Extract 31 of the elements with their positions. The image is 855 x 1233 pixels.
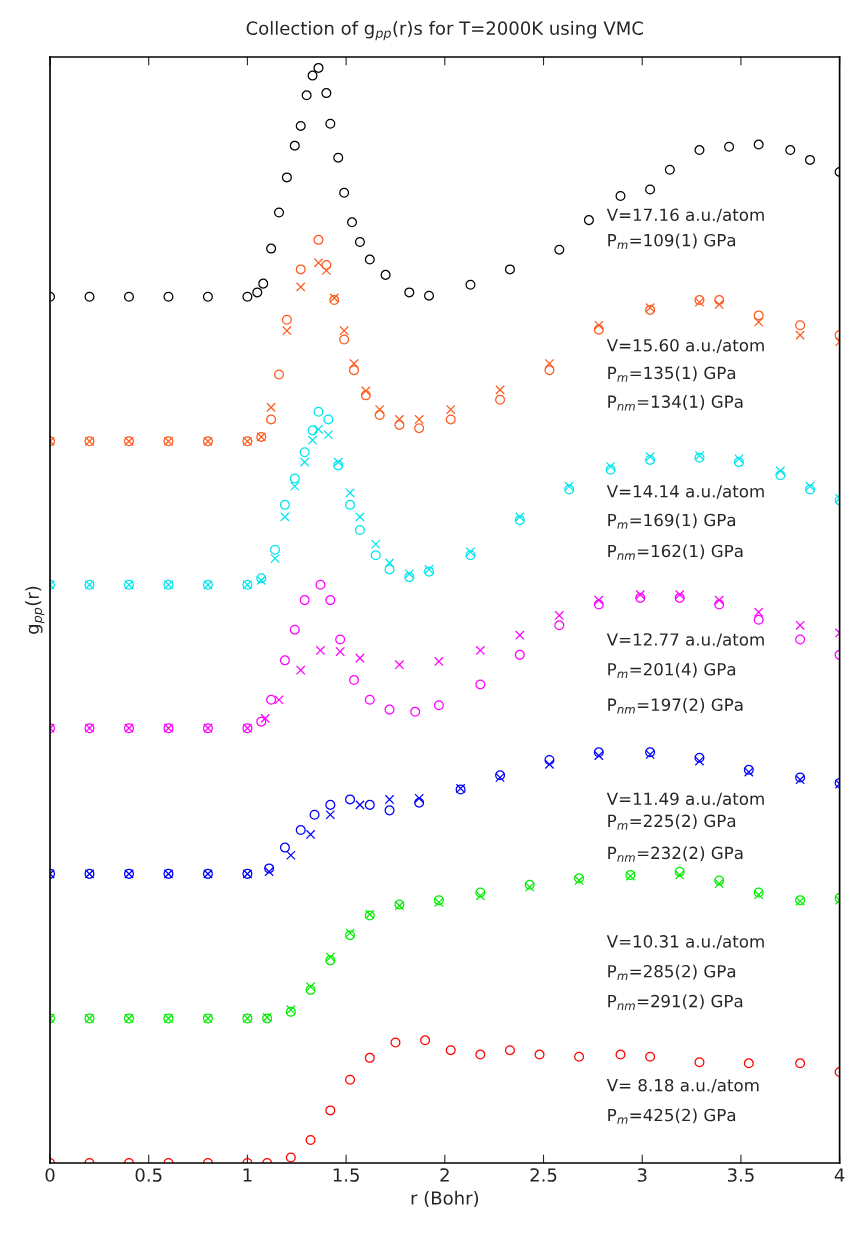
annotation: P$_{m}$=201(4) GPa [608, 662, 736, 679]
annotation: V=14.14 a.u./atom [606, 485, 764, 499]
x-tick-label: 2.5 [530, 1168, 557, 1182]
x-tick-label: 1.5 [333, 1168, 359, 1182]
annotation: V=15.60 a.u./atom [606, 338, 764, 353]
annotation: P$_{nm}$=134(1) GPa [608, 395, 743, 411]
annotation: V=17.16 a.u./atom [606, 208, 764, 223]
x-tick-label: 3 [637, 1168, 647, 1182]
annotation: V=11.49 a.u./atom [606, 792, 764, 807]
annotation: P$_{m}$=109(1) GPa [608, 233, 736, 249]
x-tick-label: 3.5 [727, 1168, 754, 1182]
annotation: P$_{nm}$=291(2) GPa [608, 994, 743, 1010]
x-axis-title: r (Bohr) [411, 1190, 479, 1207]
chart-title: Collection of g$_{pp}$(r)s for T=2000K using VMC [246, 21, 643, 41]
x-tick-label: 0 [45, 1168, 55, 1182]
x-tick-label: 1 [243, 1168, 252, 1182]
y-axis-title: g$_{pp}$(r) [25, 586, 45, 634]
annotation: P$_{m}$=135(1) GPa [608, 366, 736, 382]
annotation: P$_{m}$=225(2) GPa [608, 814, 736, 830]
annotation: P$_{nm}$=232(2) GPa [608, 846, 743, 862]
annotation: P$_{m}$=285(2) GPa [608, 964, 736, 981]
x-tick-label: 4 [834, 1168, 845, 1182]
annotation: P$_{nm}$=162(1) GPa [608, 544, 743, 560]
annotation: P$_{m}$=425(2) GPa [608, 1108, 736, 1124]
annotation: P$_{nm}$=197(2) GPa [608, 698, 743, 714]
annotation: P$_{m}$=169(1) GPa [608, 513, 736, 529]
x-tick-label: 2 [440, 1168, 449, 1182]
x-tick-label: 0.5 [135, 1168, 162, 1182]
annotation: V=12.77 a.u./atom [606, 633, 764, 648]
annotation: V= 8.18 a.u./atom [606, 1078, 759, 1093]
annotation: V=10.31 a.u./atom [606, 935, 764, 950]
